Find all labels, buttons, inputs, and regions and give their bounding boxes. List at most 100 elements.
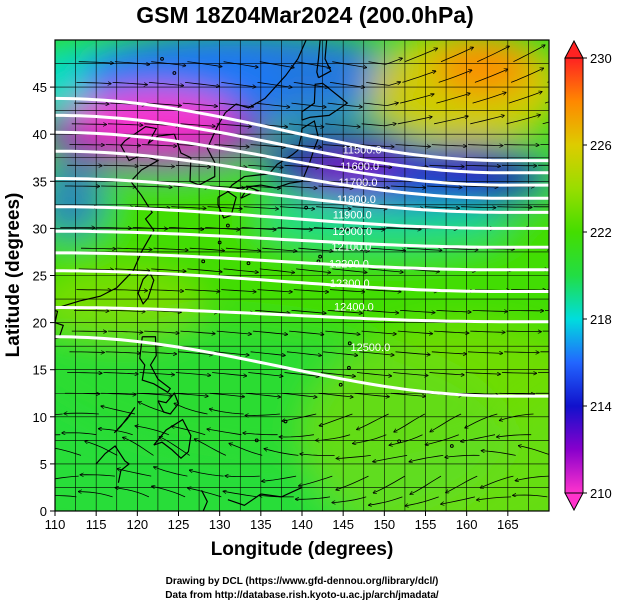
wind-streamline bbox=[497, 434, 532, 437]
wind-streamline bbox=[284, 372, 320, 377]
x-axis-ticks: 110 115 120 125 130 135 140 145 150 155 160 165 bbox=[45, 511, 519, 532]
plot-area: 11500.0 11600.0 11700.0 11800.0 11900.0 12000… bbox=[55, 40, 549, 511]
wind-streamline bbox=[134, 207, 170, 208]
wind-streamline bbox=[313, 227, 349, 230]
colorbar-tick-label: 222 bbox=[590, 225, 612, 240]
wind-streamline bbox=[366, 289, 401, 292]
wind-streamline bbox=[356, 372, 391, 377]
wind-streamline bbox=[245, 414, 280, 416]
wind-streamline bbox=[370, 247, 406, 251]
wind-streamline bbox=[472, 93, 506, 104]
wind-streamline bbox=[353, 434, 387, 444]
wind-streamline bbox=[99, 429, 133, 436]
wind-streamline bbox=[115, 488, 150, 498]
coast-island bbox=[338, 382, 343, 387]
wind-streamline bbox=[138, 402, 172, 415]
wind-streamline bbox=[361, 330, 397, 334]
wind-streamline bbox=[216, 123, 252, 127]
wind-streamline bbox=[404, 48, 438, 63]
wind-streamline bbox=[431, 351, 467, 354]
y-tick-label: 10 bbox=[33, 410, 47, 425]
credit-drawing: Drawing by DCL (https://www.gfd-dennou.o… bbox=[166, 576, 439, 587]
wind-streamline bbox=[209, 185, 245, 188]
wind-streamline bbox=[209, 392, 244, 396]
wind-streamline bbox=[470, 116, 504, 125]
wind-streamline bbox=[248, 164, 282, 167]
wind-streamline bbox=[250, 351, 286, 356]
wind-streamline bbox=[461, 434, 496, 442]
wind-streamline bbox=[323, 351, 357, 356]
wind-streamline bbox=[107, 331, 143, 332]
wind-streamline bbox=[430, 413, 462, 432]
wind-streamline bbox=[139, 165, 175, 166]
wind-streamline bbox=[361, 124, 396, 127]
wind-streamline bbox=[79, 492, 113, 498]
wind-streamline bbox=[436, 93, 470, 104]
coast-china bbox=[55, 126, 175, 310]
wind-streamline bbox=[187, 268, 222, 272]
wind-streamline bbox=[504, 145, 539, 146]
wind-streamline bbox=[446, 475, 478, 493]
wind-streamline bbox=[223, 491, 258, 498]
wind-streamline bbox=[501, 373, 537, 374]
wind-streamline bbox=[101, 393, 136, 394]
wind-streamline bbox=[80, 475, 115, 476]
wind-streamline bbox=[188, 488, 222, 498]
wind-streamline bbox=[223, 268, 259, 272]
x-tick-label: 140 bbox=[291, 517, 313, 532]
wind-streamline bbox=[221, 289, 256, 292]
wind-streamline bbox=[189, 247, 225, 250]
wind-streamline bbox=[499, 393, 535, 394]
wind-streamline bbox=[510, 68, 543, 83]
wind-streamline bbox=[465, 413, 498, 428]
y-tick-label: 0 bbox=[40, 504, 47, 519]
contour-label-12100: 12100.0 bbox=[332, 241, 372, 253]
wind-streamline bbox=[103, 373, 138, 375]
wind-streamline bbox=[425, 434, 459, 445]
wind-streamline bbox=[300, 454, 335, 456]
y-axis-label: Latitude (degrees) bbox=[3, 193, 24, 358]
y-tick-label: 25 bbox=[33, 269, 47, 284]
wind-streamline bbox=[64, 393, 100, 394]
wind-streamline bbox=[467, 145, 503, 146]
wind-streamline bbox=[320, 372, 355, 377]
wind-streamline bbox=[137, 392, 172, 395]
wind-streamline bbox=[241, 227, 276, 230]
x-tick-label: 125 bbox=[168, 517, 190, 532]
wind-streamline bbox=[363, 310, 399, 313]
wind-streamline bbox=[427, 186, 462, 187]
wind-streamline bbox=[159, 437, 190, 456]
wind-streamline bbox=[110, 310, 145, 311]
wind-streamline bbox=[218, 102, 253, 107]
wind-streamline bbox=[461, 207, 496, 208]
wind-streamline bbox=[397, 330, 433, 334]
wind-streamline bbox=[259, 61, 294, 68]
wind-streamline bbox=[279, 206, 315, 209]
map-title: GSM 18Z04Mar2024 (200.0hPa) bbox=[136, 2, 474, 28]
colorbar-tick-labels: 230 226 222 218 214 210 bbox=[583, 51, 612, 501]
colorbar-body bbox=[564, 57, 584, 494]
coast-island bbox=[347, 365, 351, 370]
wind-streamline bbox=[291, 102, 326, 107]
wind-streamline bbox=[434, 116, 468, 125]
contour-label-12200: 12200.0 bbox=[329, 258, 369, 270]
wind-streamline bbox=[76, 82, 111, 83]
wind-streamline bbox=[397, 117, 432, 125]
wind-streamline bbox=[146, 310, 182, 312]
colorbar-tick-label: 210 bbox=[590, 486, 612, 501]
wind-streamline bbox=[467, 352, 503, 354]
wind-streamline bbox=[187, 61, 221, 67]
wind-streamline bbox=[424, 207, 460, 209]
wind-streamline bbox=[508, 92, 542, 104]
wind-streamline bbox=[205, 227, 240, 230]
wind-streamline bbox=[76, 290, 111, 291]
wind-streamline bbox=[296, 61, 330, 68]
wind-streamline bbox=[319, 413, 353, 426]
wind-streamline bbox=[316, 434, 351, 441]
height-contour-11800 bbox=[55, 149, 549, 200]
wind-streamline bbox=[480, 475, 514, 488]
wind-streamline bbox=[431, 145, 467, 147]
coast-island bbox=[449, 444, 454, 448]
wind-streamline bbox=[96, 228, 132, 229]
height-contour-12300 bbox=[55, 269, 549, 293]
